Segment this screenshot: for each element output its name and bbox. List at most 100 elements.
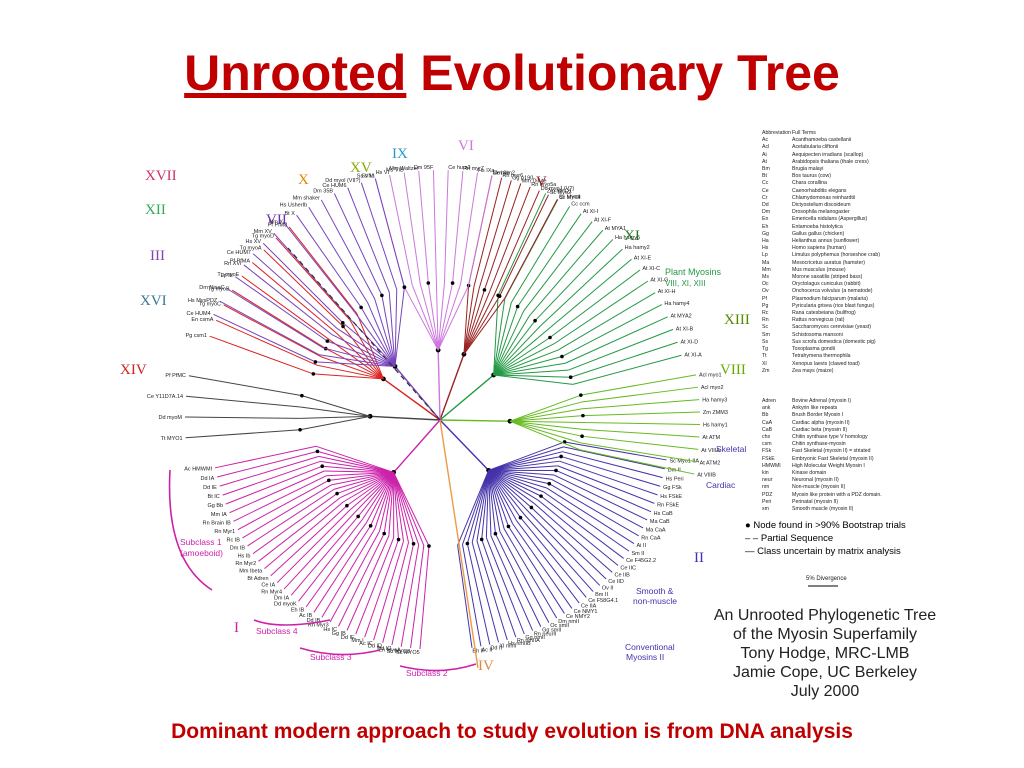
branch-line (350, 472, 394, 510)
annotation-label: Subclass 1 (180, 537, 222, 547)
leaf-label: Ma CaA (646, 527, 666, 533)
branch-line (503, 528, 558, 619)
branch-line (493, 325, 541, 376)
leaf-label: En csmA (191, 317, 213, 323)
bootstrap-node (396, 537, 401, 542)
leaf-label: Hs IXa (478, 168, 495, 174)
branch-line (437, 282, 454, 351)
leaf-label: Ce HUM4 (187, 311, 211, 317)
branch-line (504, 199, 558, 299)
leaf-label: Sc MYO5 (396, 650, 420, 656)
branch-line (437, 285, 470, 351)
branch-line (488, 441, 565, 471)
abbreviation-row: Hs Homo sapiens (human) (762, 245, 846, 252)
branch-line (582, 411, 700, 417)
class-label-xvii: XVII (145, 168, 177, 184)
branch-line (476, 540, 508, 641)
annotation-label: Conventional (625, 642, 675, 652)
branch-line (234, 276, 328, 342)
branch-line (347, 187, 390, 293)
abbreviation-row: Bb Brush Border Myosin I (762, 412, 844, 419)
branch-line (394, 287, 405, 367)
branch-line (488, 465, 558, 471)
branch-line (437, 283, 462, 351)
branch-line (488, 470, 521, 518)
leaf-label: Acl myo2 (701, 385, 724, 391)
branch-line (572, 354, 682, 385)
bootstrap-node (426, 281, 431, 285)
branch-line (400, 544, 420, 647)
branch-line (488, 455, 562, 471)
leaf-label: Mm I (351, 638, 364, 644)
abbreviation-table-2: Adren Bovine Adrenal (myosin I) ank Ankyrin… (762, 398, 972, 513)
branch-line (252, 253, 338, 329)
bootstrap-node (340, 320, 345, 325)
annotation-label: (amoeboid) (180, 548, 223, 558)
branch-line (222, 460, 321, 496)
annotation-label: Subclass 4 (256, 626, 298, 636)
bootstrap-node (581, 413, 585, 418)
branch-class-iv (439, 419, 479, 669)
branch-line (247, 488, 335, 547)
class-label-viii: VIII (720, 362, 746, 378)
bootstrap-node (325, 339, 330, 343)
leaf-label: Rn neurII (534, 631, 557, 637)
leaf-label: Pf PfM8 (268, 223, 288, 229)
branch-line (508, 526, 565, 614)
branch-line (512, 523, 573, 609)
branch-line (308, 206, 369, 304)
class-label-xiii: XIII (724, 312, 750, 328)
class-label-vi: VI (458, 138, 474, 154)
branch-line (493, 343, 555, 376)
branch-line (471, 470, 490, 543)
branch-line (554, 280, 649, 345)
branch-line (488, 470, 492, 536)
branch-line (357, 472, 395, 517)
branch-line (488, 470, 501, 532)
branch-line (509, 420, 581, 451)
legend-partial: – – Partial Sequence (745, 533, 834, 544)
abbreviation-row: Pf Plasmodium falciparum (malaria) (762, 295, 868, 302)
branch-line (499, 194, 549, 297)
abbreviation-row: Zm Zea mays (maize) (762, 367, 834, 374)
branch-line (557, 465, 655, 504)
branch-line (580, 374, 697, 396)
branch-line (393, 472, 409, 543)
branch-line (322, 347, 396, 367)
leaf-label: Mm IA (211, 512, 227, 518)
abbreviation-row: Xl Xenopus laevis (clawed toad) (762, 360, 860, 367)
bootstrap-node (313, 360, 318, 364)
branch-line (582, 421, 700, 426)
branch-line (493, 298, 506, 376)
abbreviation-row: Pg Pyricularia grisea (rice blast fungus) (762, 302, 875, 309)
branch-line (403, 172, 421, 284)
leaf-label: Rn myr6 (502, 173, 523, 179)
branch-line (419, 545, 430, 650)
leaf-label: Ac IB (299, 613, 312, 619)
abbreviation-row: Rn Rattus norvegicus (rat) (762, 317, 845, 324)
leaf-label: Ce HUM6 (322, 183, 346, 189)
branch-line (488, 469, 554, 476)
leaf-label: Sm II (631, 551, 644, 557)
branch-line (493, 374, 571, 378)
leaf-label: Ai II (637, 543, 647, 549)
bootstrap-node (320, 464, 325, 468)
branch-line (361, 472, 395, 521)
leaf-label: Dd II (490, 645, 502, 651)
annotation-label: Subclass 3 (310, 652, 352, 662)
branch-trunk (370, 415, 441, 421)
abbreviation-row: Ma Mesocricetus auratus (hamster) (762, 259, 865, 266)
branch-line (463, 285, 470, 355)
subclass-2-bracket (399, 663, 477, 672)
bootstrap-node (539, 494, 543, 498)
leaf-label: Dm IA (274, 596, 290, 602)
slide-title: Unrooted Evolutionary Tree (0, 44, 1024, 102)
branch-line (546, 487, 635, 545)
class-label-xi: XI (624, 228, 640, 244)
leaf-label: At XI-I (583, 209, 599, 215)
leaf-label: Rn myo5a (531, 182, 557, 188)
branch-line (488, 469, 532, 508)
branch-line (226, 288, 324, 349)
branch-line (527, 510, 601, 586)
leaf-label: Ac IC (359, 641, 372, 647)
